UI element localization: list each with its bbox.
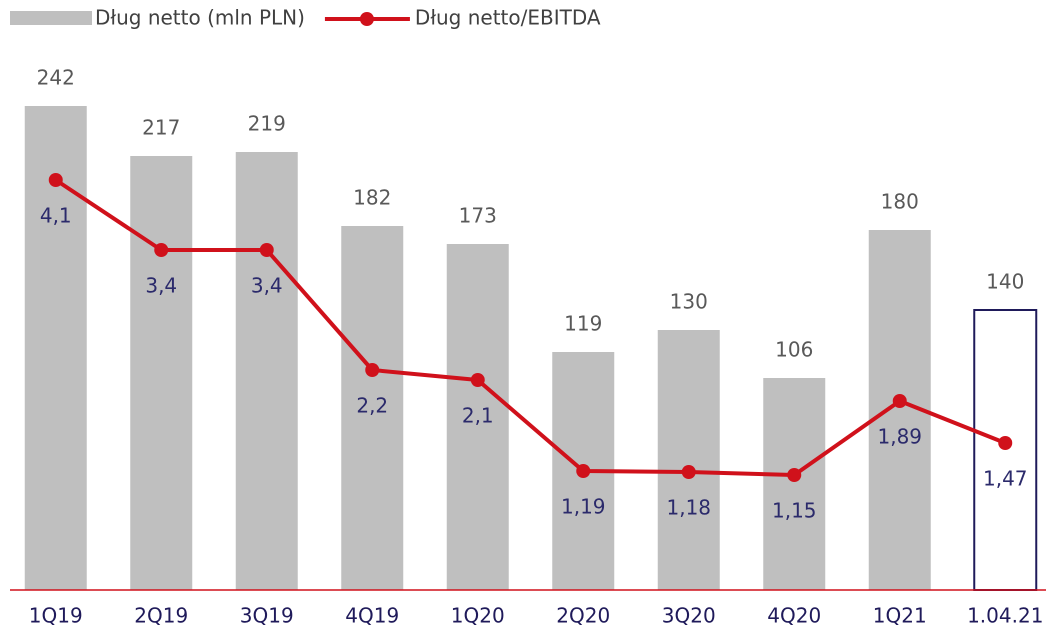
bar [657, 330, 720, 590]
bar-value-label: 182 [353, 186, 391, 210]
x-tick-label: 1.04.21 [967, 604, 1043, 628]
line-value-label: 4,1 [40, 204, 72, 228]
line-marker [48, 173, 63, 187]
line-marker [998, 436, 1013, 450]
bar-value-label: 106 [775, 338, 813, 362]
line [54, 178, 1006, 477]
line-marker [892, 394, 907, 408]
bar-value-label: 180 [881, 190, 919, 214]
bar-value-label: 119 [564, 312, 602, 336]
bar-value-label: 173 [459, 204, 497, 228]
line-marker [365, 363, 380, 377]
x-tick-label: 3Q20 [662, 604, 716, 628]
bar [130, 156, 193, 590]
x-tick-label: 4Q19 [345, 604, 399, 628]
line-value-label: 1,47 [983, 467, 1028, 491]
line-marker [681, 465, 696, 479]
line-marker [787, 468, 802, 482]
bar [341, 226, 404, 590]
line-value-label: 1,18 [666, 496, 711, 520]
line-marker [259, 243, 274, 257]
line-value-label: 1,19 [561, 495, 606, 519]
line-value-label: 3,4 [145, 274, 177, 298]
legend-marker [359, 12, 374, 26]
line-marker [576, 464, 591, 478]
legend-label: Dług netto/EBITDA [415, 6, 601, 30]
line-marker [154, 243, 169, 257]
legend-swatch [10, 11, 92, 25]
line-value-label: 1,15 [772, 499, 817, 523]
bar-value-label: 219 [248, 112, 286, 136]
x-tick-label: 4Q20 [767, 604, 821, 628]
line-value-label: 3,4 [251, 274, 283, 298]
line-marker [470, 373, 485, 387]
line-value-label: 2,1 [462, 404, 494, 428]
line-value-label: 2,2 [356, 394, 388, 418]
legend-label: Dług netto (mln PLN) [95, 6, 305, 30]
bar [235, 152, 298, 590]
x-tick-label: 1Q19 [29, 604, 83, 628]
bar-value-label: 217 [142, 116, 180, 140]
bar-value-label: 140 [986, 270, 1024, 294]
bar-value-label: 130 [670, 290, 708, 314]
bar [446, 244, 509, 590]
x-tick-label: 2Q19 [134, 604, 188, 628]
x-tick-label: 1Q20 [451, 604, 505, 628]
x-tick-label: 2Q20 [556, 604, 610, 628]
bar-value-label: 242 [37, 66, 75, 90]
x-tick-label: 3Q19 [240, 604, 294, 628]
x-tick-label: 1Q21 [873, 604, 927, 628]
line-value-label: 1,89 [877, 425, 922, 449]
bar [763, 378, 826, 590]
